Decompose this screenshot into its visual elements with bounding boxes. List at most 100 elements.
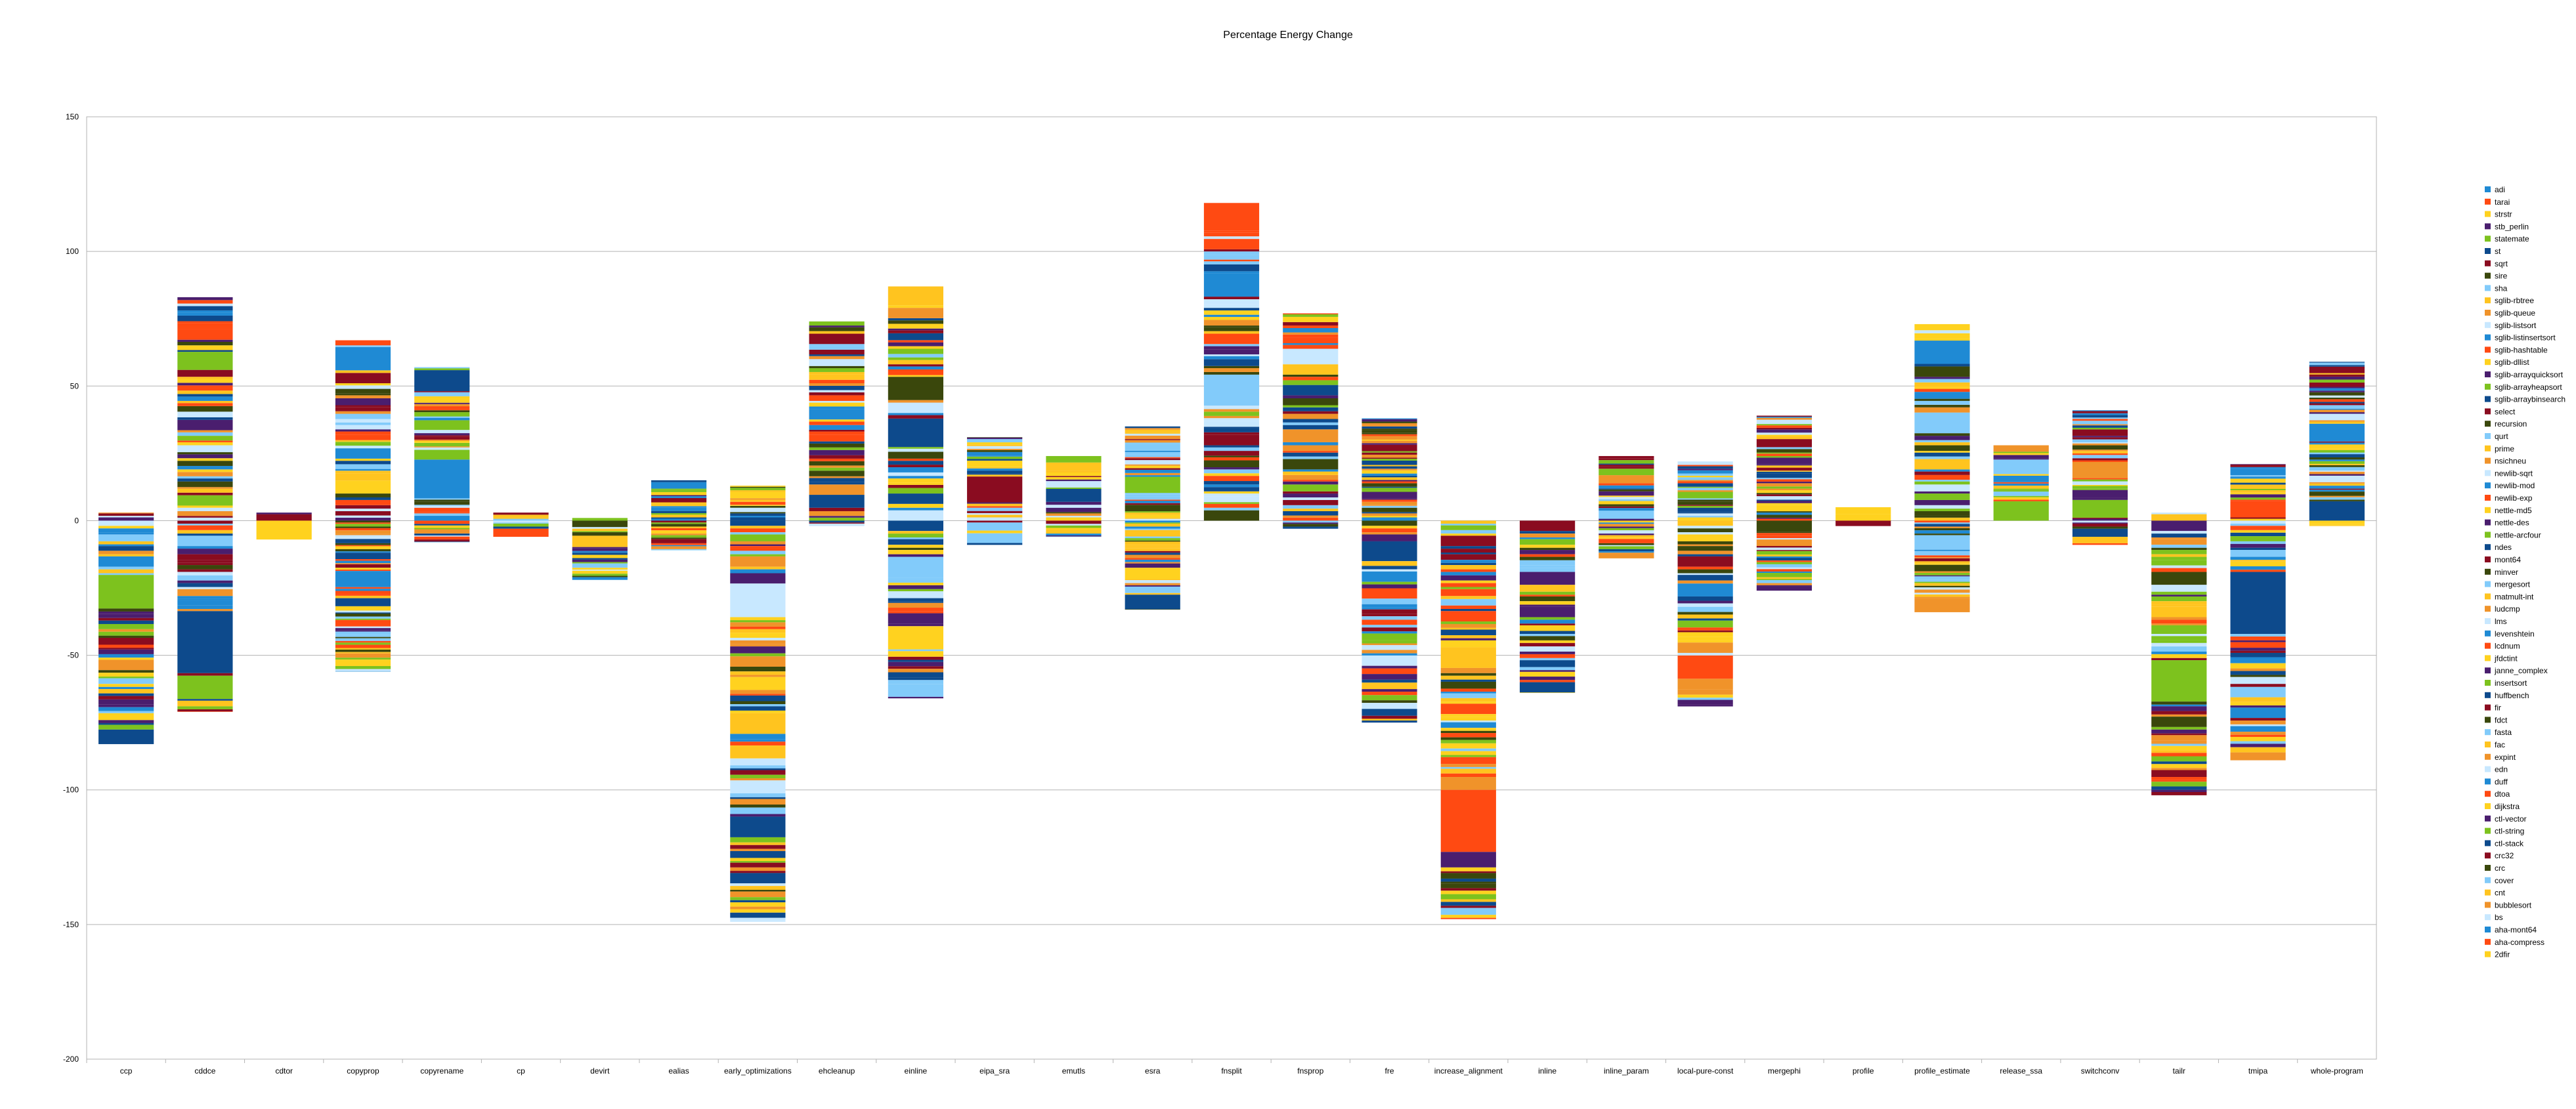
bar-segment bbox=[888, 684, 943, 697]
bar-segment bbox=[2230, 741, 2286, 744]
bar-segment bbox=[967, 474, 1023, 477]
bar-segment bbox=[1283, 332, 1339, 335]
bar-segment bbox=[888, 413, 943, 415]
bar-segment bbox=[335, 669, 391, 671]
bar-segment bbox=[967, 518, 1023, 521]
bar-segment bbox=[809, 400, 865, 403]
bar-segment bbox=[177, 472, 233, 476]
y-tick-label: -50 bbox=[68, 651, 79, 660]
bar-segment bbox=[2072, 417, 2128, 419]
bar-segment bbox=[2309, 454, 2365, 458]
bar-segment bbox=[335, 649, 391, 652]
bar-segment bbox=[1756, 511, 1813, 513]
bar-segment bbox=[1599, 488, 1654, 490]
bar-segment bbox=[1677, 679, 1733, 690]
bar-segment bbox=[177, 709, 233, 712]
bar-segment bbox=[1440, 693, 1496, 698]
bar-segment bbox=[98, 704, 154, 707]
bar-segment bbox=[809, 371, 865, 375]
bar-segment bbox=[1362, 443, 1417, 445]
bar-segment bbox=[730, 629, 786, 633]
bar-segment bbox=[967, 460, 1023, 467]
bar-segment bbox=[967, 513, 1023, 515]
bar-segment bbox=[2309, 465, 2365, 467]
bar-segment bbox=[1362, 689, 1417, 692]
bar-segment bbox=[1440, 722, 1496, 728]
bar-segment bbox=[1520, 554, 1576, 557]
bar-segment bbox=[1203, 333, 1260, 345]
bar-segment bbox=[177, 583, 233, 587]
bar-segment bbox=[1677, 469, 1733, 471]
bar-segment bbox=[2151, 520, 2207, 532]
bar-segment bbox=[414, 409, 470, 411]
bar-segment bbox=[177, 327, 233, 329]
bar-segment bbox=[335, 526, 391, 528]
bar-segment bbox=[98, 541, 154, 545]
bar-segment bbox=[2230, 659, 2286, 663]
bar-segment bbox=[1440, 703, 1496, 715]
bar-segment bbox=[1756, 580, 1813, 583]
bar-segment bbox=[1440, 605, 1496, 610]
bar-segment bbox=[809, 517, 865, 521]
x-tick-label: profile bbox=[1853, 1066, 1874, 1076]
bar-segment bbox=[888, 507, 943, 511]
bar-segment bbox=[1125, 458, 1180, 461]
bar-segment bbox=[414, 396, 470, 403]
bar-segment bbox=[98, 608, 154, 612]
bar-segment bbox=[1599, 524, 1654, 527]
legend-label: insertsort bbox=[2495, 679, 2527, 688]
x-tick-label: profile_estimate bbox=[1914, 1066, 1970, 1076]
bar-segment bbox=[1599, 504, 1654, 507]
bar-segment bbox=[1125, 518, 1180, 521]
bar-segment bbox=[2151, 565, 2207, 568]
legend-swatch bbox=[2485, 507, 2491, 513]
bar-segment bbox=[335, 370, 391, 373]
bar-segment bbox=[572, 577, 628, 580]
bar-segment bbox=[888, 484, 943, 488]
bar-segment bbox=[177, 520, 233, 524]
bar-segment bbox=[1914, 339, 1970, 341]
bar-segment bbox=[967, 511, 1023, 513]
bar-segment bbox=[967, 448, 1023, 450]
bar-segment bbox=[335, 616, 391, 619]
bar-segment bbox=[1914, 497, 1970, 500]
bar-segment bbox=[1283, 405, 1339, 408]
bar-segment bbox=[967, 506, 1023, 508]
bar-segment bbox=[1125, 595, 1180, 610]
bar-segment bbox=[888, 488, 943, 494]
legend-label: sire bbox=[2495, 272, 2508, 281]
bar-segment bbox=[967, 439, 1023, 443]
bar-segment bbox=[1125, 439, 1180, 440]
bar-segment bbox=[1914, 583, 1970, 586]
legend-swatch bbox=[2485, 692, 2491, 698]
bar-segment bbox=[888, 577, 943, 583]
legend-label: st bbox=[2495, 247, 2501, 256]
bar-segment bbox=[1203, 261, 1260, 264]
bar-segment bbox=[335, 537, 391, 539]
bar-segment bbox=[2151, 750, 2207, 753]
legend-label: dtoa bbox=[2495, 789, 2510, 799]
bar-segment bbox=[1362, 614, 1417, 617]
bar-segment bbox=[888, 476, 943, 479]
bar-segment bbox=[888, 402, 943, 413]
bar-segment bbox=[98, 554, 154, 556]
bar-segment bbox=[2230, 467, 2286, 469]
bar-segment bbox=[177, 488, 233, 493]
bar-segment bbox=[2151, 554, 2207, 557]
bar-segment bbox=[730, 862, 786, 868]
bar-segment bbox=[2230, 572, 2286, 635]
bar-segment bbox=[809, 482, 865, 485]
bar-segment bbox=[1125, 468, 1180, 470]
x-tick-label: cp bbox=[517, 1066, 525, 1076]
bar-segment bbox=[1677, 517, 1733, 521]
bar-segment bbox=[1203, 249, 1260, 252]
bar-segment bbox=[1520, 556, 1576, 560]
bar-segment bbox=[1914, 407, 1970, 413]
bar-segment bbox=[967, 442, 1023, 445]
bar-segment bbox=[1125, 609, 1180, 610]
bar-segment bbox=[888, 467, 943, 472]
legend-label: recursion bbox=[2495, 419, 2527, 429]
bar-segment bbox=[1993, 458, 2049, 460]
bar-segment bbox=[1203, 487, 1260, 492]
